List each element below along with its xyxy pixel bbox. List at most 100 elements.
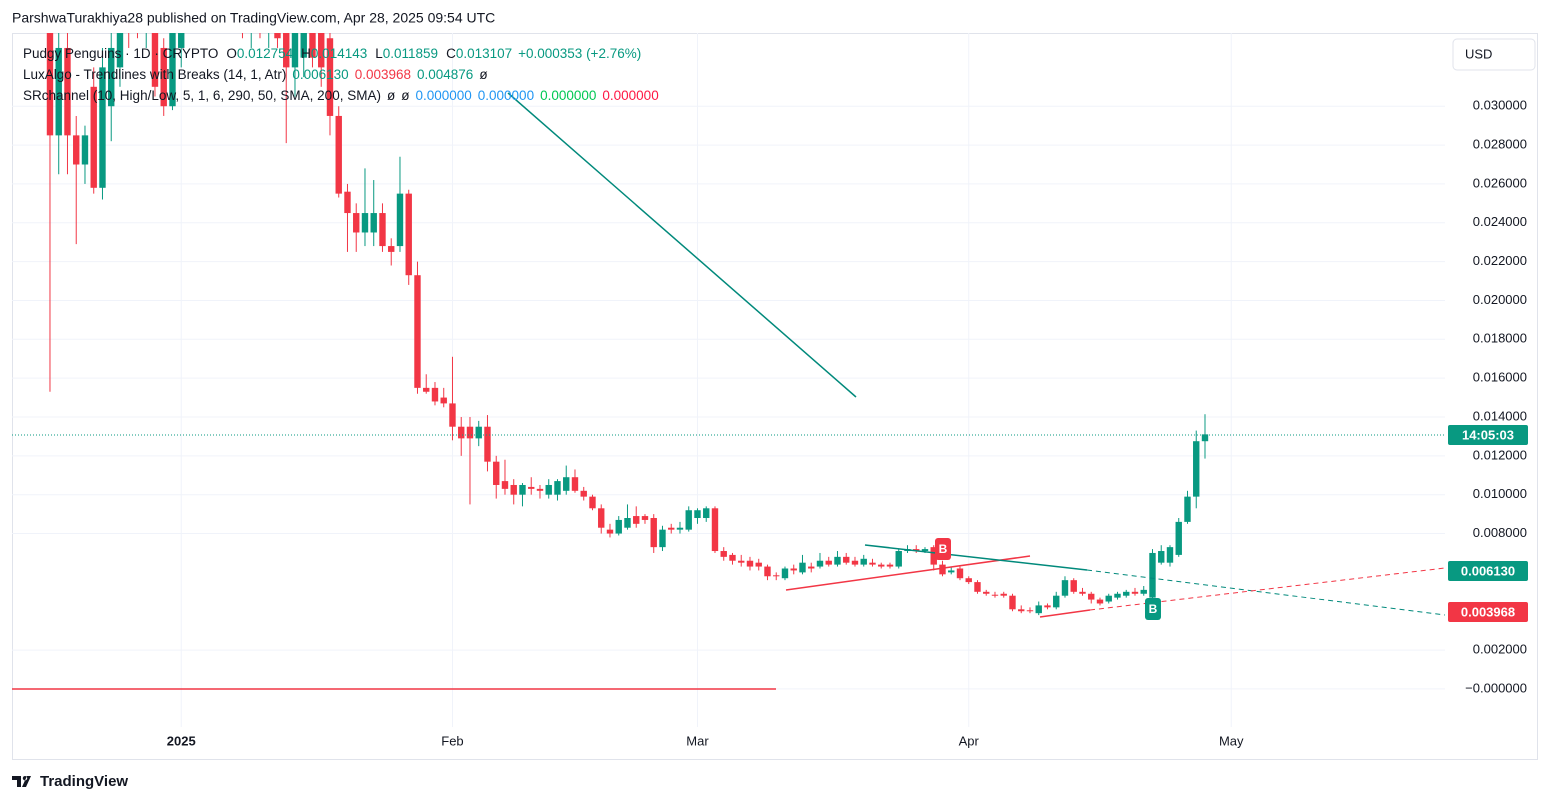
candle-body — [939, 564, 946, 575]
x-tick-label: Feb — [441, 733, 463, 748]
candle-body — [73, 135, 80, 165]
legend-value: ø — [401, 88, 409, 103]
price-tag — [1448, 425, 1528, 445]
candle-body — [335, 115, 342, 194]
y-tick-label: 0.024000 — [1473, 214, 1527, 229]
y-tick-label: 0.008000 — [1473, 525, 1527, 540]
price-tag — [1448, 602, 1528, 622]
legend-value: 0.000000 — [478, 88, 534, 103]
candle-body — [1035, 605, 1042, 614]
candle-body — [790, 568, 797, 571]
candle-body — [1009, 595, 1016, 610]
candle-body — [816, 560, 824, 567]
candle-body — [414, 275, 421, 388]
price-tag-label: 0.003968 — [1461, 604, 1515, 619]
candle-body — [554, 481, 561, 495]
candle-body — [598, 508, 605, 528]
y-tick-label: 0.026000 — [1473, 175, 1527, 190]
legend-value: ø — [387, 88, 395, 103]
candle-body — [1123, 591, 1130, 596]
candle-body — [178, 33, 185, 48]
candle-body — [948, 570, 955, 573]
candle-body — [580, 490, 587, 497]
y-tick-label: 0.010000 — [1473, 486, 1527, 501]
candle-body — [729, 554, 736, 561]
candle-body — [440, 397, 447, 404]
candle-body — [615, 519, 622, 534]
legend-row: Pudgy Penguins · 1D · CRYPTO O0.012754 H0.… — [23, 46, 641, 61]
candle-body — [1184, 496, 1191, 522]
candle-body — [746, 560, 754, 567]
candle-body — [571, 477, 579, 491]
legend-value: 0.004876 — [417, 67, 473, 82]
candle-body — [930, 547, 937, 565]
legend-key: O — [226, 46, 237, 61]
legend-row: LuxAlgo - Trendlines with Breaks (14, 1,… — [23, 67, 488, 82]
y-tick-label: 0.028000 — [1473, 137, 1527, 152]
candle-body — [1114, 593, 1121, 598]
candle-body — [878, 564, 885, 567]
candle-body — [388, 246, 395, 252]
candle-body — [563, 477, 570, 491]
trendline-lower-extension — [1089, 567, 1446, 611]
candle-body — [1053, 595, 1060, 608]
x-tick-label: Mar — [686, 733, 709, 748]
candle-body — [90, 86, 97, 188]
legend-name: LuxAlgo - Trendlines with Breaks (14, 1,… — [23, 67, 286, 82]
break-marker-label: B — [939, 542, 948, 556]
candle-body — [720, 551, 727, 557]
publish-header: ParshwaTurakhiya28 published on TradingV… — [12, 10, 495, 26]
grid — [12, 33, 1445, 727]
candle-body — [1061, 580, 1069, 596]
candle-body — [1000, 593, 1007, 596]
candle-body — [860, 558, 867, 565]
y-tick-label: 0.014000 — [1473, 408, 1527, 423]
candle-body — [711, 508, 719, 552]
legend-value: 0.011859 — [383, 46, 438, 61]
currency-button[interactable] — [1452, 38, 1536, 71]
candle-body — [851, 560, 859, 565]
y-tick-label: 0.030000 — [1473, 98, 1527, 113]
candle-body — [895, 551, 902, 567]
legend-key: C — [446, 46, 456, 61]
candle-body — [641, 516, 649, 520]
legend-value: 0.000000 — [602, 88, 658, 103]
candle-body — [475, 426, 482, 439]
currency-label[interactable]: USD — [1465, 46, 1492, 61]
candle-body — [869, 562, 876, 565]
candle-body — [1088, 593, 1095, 600]
candle-body — [510, 484, 517, 495]
x-tick-label: May — [1219, 733, 1244, 748]
candle-body — [808, 566, 815, 569]
candle-body — [326, 38, 334, 116]
candles — [46, 33, 1209, 616]
legend-value: 0.014143 — [311, 46, 367, 61]
candle-body — [46, 33, 54, 136]
legend-key: H — [301, 46, 311, 61]
candle-body — [353, 213, 360, 233]
candle-body — [764, 566, 771, 577]
candle-body — [1079, 591, 1086, 594]
trendline-upper-extension — [1086, 569, 1446, 616]
candle-body — [423, 387, 430, 392]
candle-body — [685, 510, 692, 530]
candle-body — [886, 564, 894, 567]
candle-body — [781, 568, 789, 579]
candle-body — [834, 556, 841, 565]
y-tick-label: 0.012000 — [1473, 447, 1527, 462]
legend-key: L — [375, 46, 383, 61]
legend-value: 0.013107 — [456, 46, 512, 61]
y-tick-label: −0.000000 — [1465, 680, 1527, 695]
candle-body — [160, 47, 167, 107]
candle-body — [843, 556, 850, 563]
candle-body — [1026, 610, 1034, 612]
candle-body — [274, 33, 281, 39]
candle-body — [1166, 547, 1174, 563]
legend-name: SRchannel (10, High/Low, 5, 1, 6, 290, 5… — [23, 88, 381, 103]
candle-body — [773, 575, 780, 577]
candle-body — [309, 33, 316, 58]
candle-body — [283, 33, 290, 68]
candle-body — [466, 426, 474, 439]
